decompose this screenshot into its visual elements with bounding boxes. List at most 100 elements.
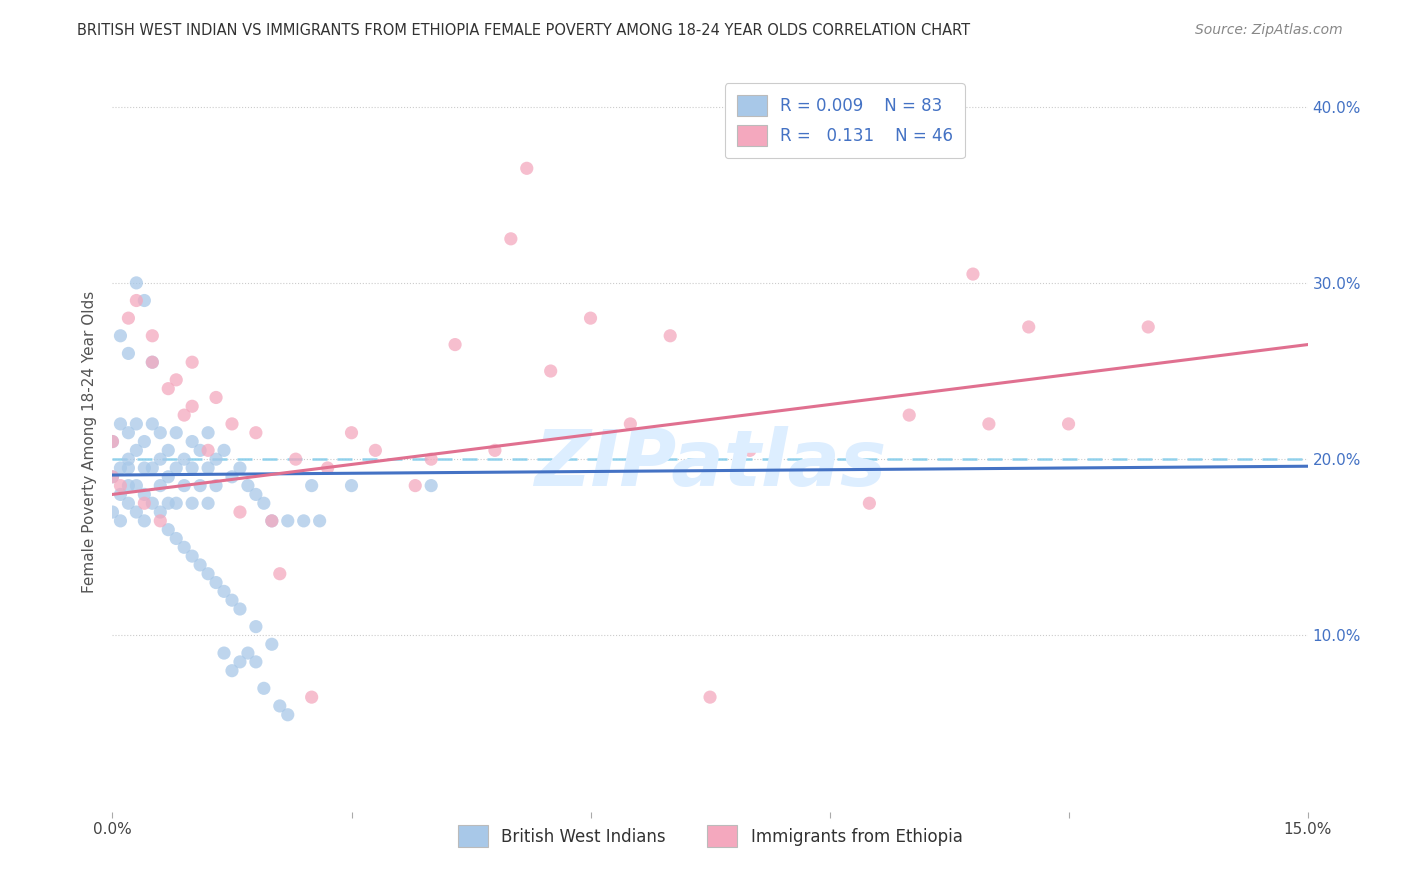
Point [221,664,243,678]
Point [205,391,228,405]
Point [292,514,315,528]
Point [699,690,721,705]
Point [236,478,259,492]
Point [125,505,148,519]
Point [340,425,363,440]
Point [117,461,139,475]
Point [420,452,443,467]
Point [659,328,682,343]
Point [420,478,443,492]
Point [141,355,163,369]
Point [101,434,124,449]
Point [221,593,243,607]
Point [181,434,204,449]
Point [101,470,124,484]
Point [269,698,291,713]
Point [229,655,252,669]
Point [188,478,211,492]
Point [197,566,219,581]
Point [157,470,180,484]
Point [110,487,132,501]
Point [277,514,299,528]
Point [1057,417,1080,431]
Point [253,681,276,696]
Point [101,505,124,519]
Point [117,425,139,440]
Point [110,514,132,528]
Point [117,311,139,326]
Point [173,452,195,467]
Point [149,425,172,440]
Point [117,346,139,360]
Point [125,417,148,431]
Point [188,443,211,458]
Point [134,514,156,528]
Point [516,161,538,176]
Point [253,496,276,510]
Point [117,478,139,492]
Point [301,478,323,492]
Point [188,558,211,572]
Point [962,267,984,281]
Point [149,514,172,528]
Point [134,496,156,510]
Point [212,646,235,660]
Point [205,452,228,467]
Point [157,382,180,396]
Legend: British West Indians, Immigrants from Ethiopia: British West Indians, Immigrants from Et… [450,817,970,855]
Point [977,417,1000,431]
Text: ZIPatlas: ZIPatlas [534,425,886,502]
Point [125,443,148,458]
Point [245,619,267,633]
Point [197,425,219,440]
Point [364,443,387,458]
Point [404,478,426,492]
Point [277,707,299,722]
Point [858,496,880,510]
Point [110,328,132,343]
Point [499,232,522,246]
Point [212,443,235,458]
Point [165,425,187,440]
Point [1137,320,1160,334]
Point [818,100,841,114]
Point [117,452,139,467]
Point [141,496,163,510]
Point [125,293,148,308]
Point [165,373,187,387]
Point [236,646,259,660]
Point [260,637,283,651]
Point [898,408,921,422]
Point [181,549,204,563]
Point [141,417,163,431]
Point [134,461,156,475]
Point [229,461,252,475]
Point [181,461,204,475]
Point [221,417,243,431]
Point [134,293,156,308]
Point [165,532,187,546]
Point [165,496,187,510]
Point [141,328,163,343]
Point [141,355,163,369]
Point [340,478,363,492]
Point [245,487,267,501]
Point [1018,320,1040,334]
Point [301,690,323,705]
Point [181,496,204,510]
Point [141,461,163,475]
Point [316,461,339,475]
Point [181,399,204,413]
Point [110,417,132,431]
Point [134,434,156,449]
Point [149,478,172,492]
Point [205,575,228,590]
Point [101,434,124,449]
Point [165,461,187,475]
Point [260,514,283,528]
Point [157,523,180,537]
Point [221,470,243,484]
Point [173,408,195,422]
Point [444,337,467,351]
Point [245,425,267,440]
